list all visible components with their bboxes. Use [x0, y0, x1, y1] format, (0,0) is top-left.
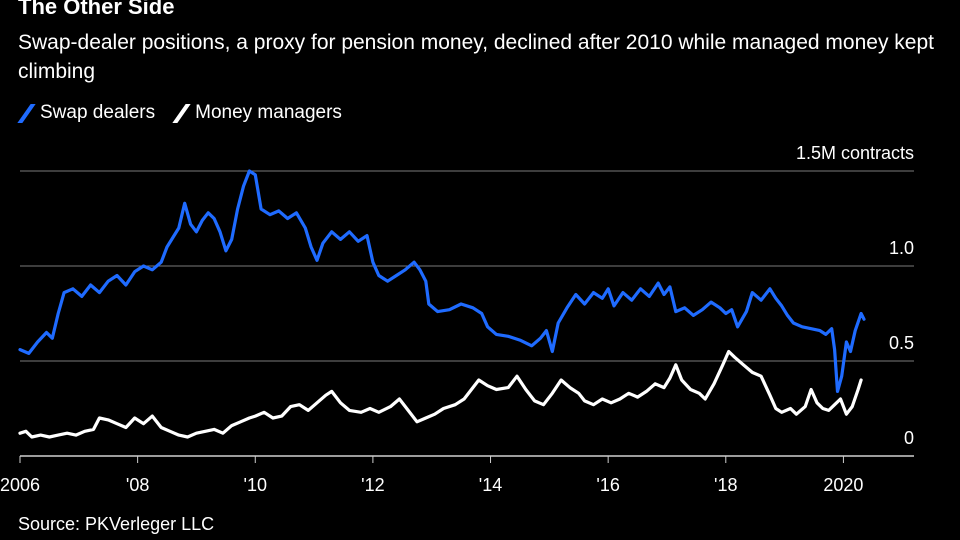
legend-label-swap-dealers: Swap dealers [40, 102, 156, 123]
source-note: Source: PKVerleger LLC [18, 514, 215, 534]
x-tick-label-5: '16 [596, 475, 619, 495]
series-line-money-managers [18, 349, 863, 439]
x-tick-label-6: '18 [714, 475, 737, 495]
legend: Swap dealers Money managers [17, 102, 342, 124]
y-tick-label-3: 0 [904, 428, 914, 448]
x-tick-label-4: '14 [479, 475, 502, 495]
x-tick-label-3: '12 [361, 475, 384, 495]
chart-subtitle: Swap-dealer positions, a proxy for pensi… [18, 31, 934, 83]
legend-item-swap-dealers: Swap dealers [17, 102, 156, 124]
y-tick-label-2: 0.5 [889, 333, 914, 353]
x-tick-label-0: 2006 [0, 475, 40, 495]
series-line-swap-dealers [18, 169, 866, 393]
legend-label-money-managers: Money managers [195, 102, 342, 123]
x-tick-label-2: '10 [244, 475, 267, 495]
y-tick-label-1: 1.0 [889, 238, 914, 258]
legend-item-money-managers: Money managers [172, 102, 342, 124]
y-tick-label-0: 1.5M contracts [796, 143, 914, 163]
chart-title: The Other Side [18, 0, 175, 19]
x-tick-label-1: '08 [126, 475, 149, 495]
x-tick-label-7: 2020 [823, 475, 863, 495]
